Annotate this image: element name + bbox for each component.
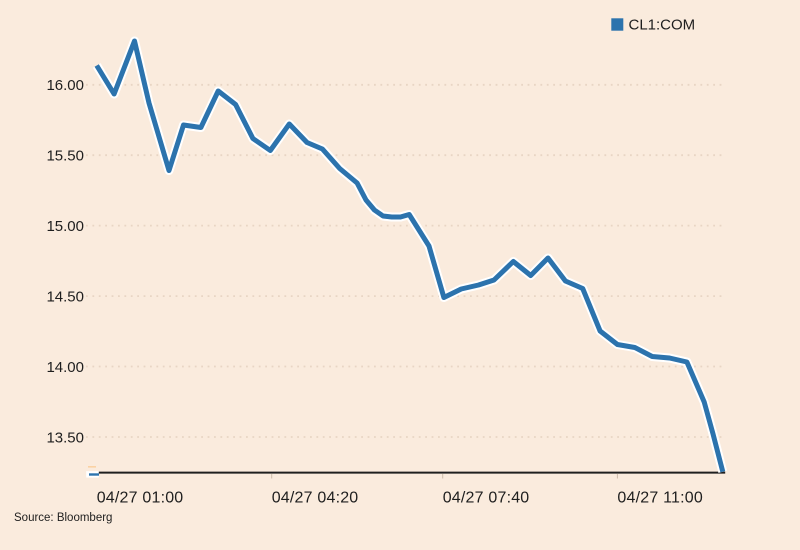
svg-text:15.50: 15.50 [46,148,84,165]
svg-text:14.50: 14.50 [46,289,84,306]
svg-text:04/27 11:00: 04/27 11:00 [617,489,703,506]
svg-text:Source: Bloomberg: Source: Bloomberg [14,512,112,524]
svg-text:15.00: 15.00 [46,218,84,235]
svg-text:14.00: 14.00 [46,359,84,376]
svg-text:04/27 04:20: 04/27 04:20 [272,489,359,506]
svg-text:CL1:COM: CL1:COM [629,17,696,34]
svg-text:13.50: 13.50 [46,429,84,446]
svg-text:04/27 07:40: 04/27 07:40 [443,489,530,506]
svg-text:16.00: 16.00 [46,77,84,94]
svg-text:04/27 01:00: 04/27 01:00 [97,489,184,506]
